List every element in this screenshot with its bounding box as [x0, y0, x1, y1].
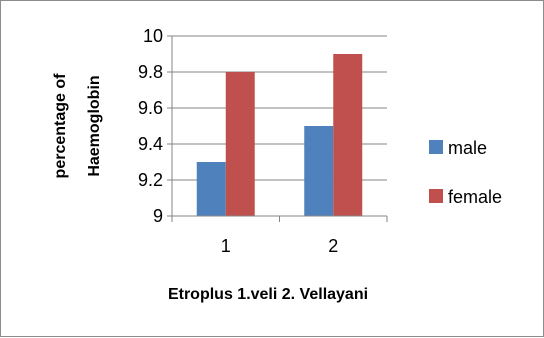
x-axis-title: Etroplus 1.veli 2. Vellayani — [168, 286, 368, 303]
bar-male-2 — [304, 126, 334, 216]
y-tick-label: 9 — [153, 206, 163, 226]
legend-label-female: female — [448, 187, 502, 207]
axes — [167, 35, 388, 222]
y-tick-label: 9.8 — [138, 62, 163, 82]
legend-swatch-female — [429, 189, 443, 203]
y-tick-labels: 9 9.2 9.4 9.6 9.8 10 — [138, 26, 163, 226]
y-tick-label: 9.4 — [138, 134, 163, 154]
bars — [196, 54, 363, 216]
legend-label-male: male — [448, 138, 487, 158]
y-axis-title-line2: Haemoglobin — [86, 75, 103, 176]
x-tick-label: 2 — [328, 236, 338, 256]
legend-swatch-male — [429, 140, 443, 154]
bar-female-2 — [333, 54, 363, 216]
bar-male-1 — [196, 162, 226, 216]
bar-female-1 — [225, 72, 255, 216]
legend: male female — [429, 138, 502, 207]
y-tick-label: 10 — [143, 26, 163, 46]
y-tick-label: 9.6 — [138, 98, 163, 118]
y-axis-title-line1: percentage of — [52, 73, 69, 179]
x-tick-label: 1 — [221, 236, 231, 256]
y-tick-label: 9.2 — [138, 170, 163, 190]
